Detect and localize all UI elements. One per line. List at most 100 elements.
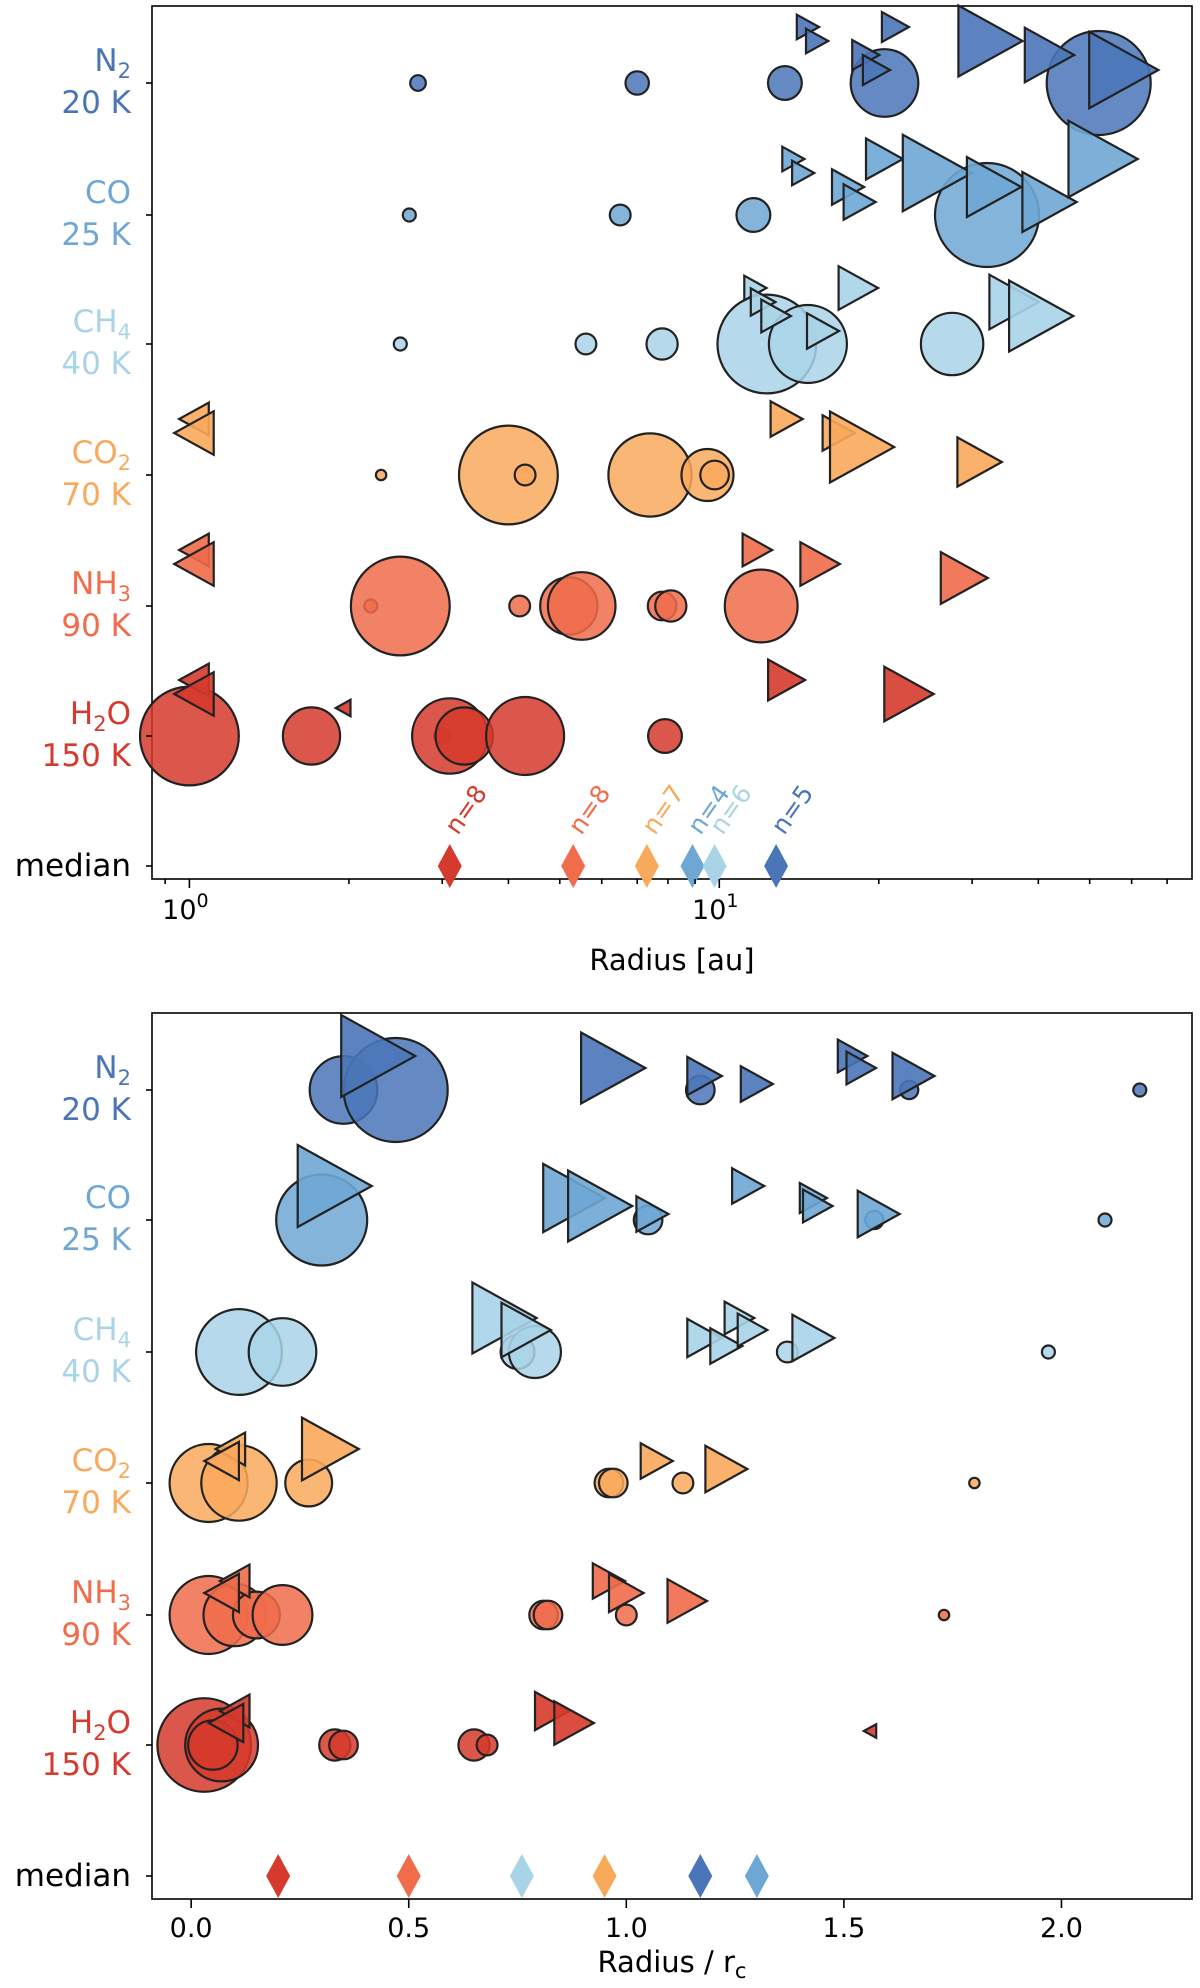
x-tick-label: 100	[162, 890, 208, 926]
limit-marker-right	[842, 182, 878, 222]
data-point-circle	[624, 70, 650, 96]
data-point-circle	[281, 706, 342, 766]
series-CH4	[392, 264, 1076, 395]
limit-marker-right	[799, 540, 843, 588]
data-point-circle	[475, 1733, 499, 1757]
data-point-circle	[1097, 1212, 1113, 1228]
series-CO2	[168, 1415, 981, 1524]
data-point-circle	[374, 468, 388, 482]
limit-marker-left	[171, 540, 215, 588]
species-label: H2O	[70, 696, 131, 736]
limit-marker-right	[880, 10, 912, 44]
median-diamond	[744, 1854, 769, 1898]
median-markers	[266, 1854, 769, 1898]
temperature-label: 70 K	[61, 477, 131, 513]
data-marks: n=8 n=8 n=7n=4n=6 n=5	[138, 3, 1161, 888]
limit-marker-right	[891, 1050, 937, 1102]
temperature-label: 25 K	[61, 217, 131, 253]
limit-marker-right	[801, 1187, 835, 1225]
limit-marker-right	[837, 264, 881, 312]
data-point-circle	[968, 1476, 981, 1490]
limit-marker-right	[956, 435, 1005, 489]
limit-marker-right	[741, 531, 775, 569]
temperature-label: 25 K	[61, 1222, 131, 1258]
x-tick-label: 101	[692, 890, 738, 926]
limit-marker-right	[864, 136, 906, 182]
series-CO	[275, 1143, 1113, 1267]
data-point-circle	[671, 1471, 695, 1495]
data-point-circle	[392, 336, 408, 352]
data-point-circle	[1132, 1082, 1148, 1098]
temperature-label: 20 K	[61, 85, 131, 121]
data-point-circle	[247, 1317, 318, 1387]
median-diamond	[764, 844, 789, 888]
x-tick-label: 2.0	[1040, 1913, 1083, 1944]
temperature-label: 90 K	[61, 1617, 131, 1653]
limit-marker-right	[579, 1030, 648, 1106]
x-tick-label: 0.0	[170, 1913, 213, 1944]
x-tick-label: 1.0	[605, 1913, 648, 1944]
limit-marker-right	[666, 1577, 710, 1625]
data-point-circle	[457, 424, 559, 526]
series-N2	[308, 1013, 1148, 1144]
series-NH3	[168, 1561, 951, 1656]
data-point-circle	[699, 459, 730, 491]
median-diamond	[266, 1854, 291, 1898]
data-point-circle	[546, 571, 617, 641]
species-label: CH4	[73, 1312, 131, 1352]
limit-marker-right	[709, 1326, 745, 1366]
limit-marker-right	[856, 1188, 902, 1240]
species-label: NH3	[71, 1575, 131, 1615]
median-label: median	[15, 848, 131, 884]
limit-marker-left	[861, 1722, 878, 1740]
data-point-circle	[401, 207, 417, 223]
limit-marker-right	[1021, 170, 1079, 234]
limit-marker-left	[333, 697, 352, 719]
limit-marker-left	[171, 670, 215, 718]
limit-marker-left	[202, 1572, 240, 1614]
limit-marker-right	[1067, 118, 1140, 200]
species-label: N2	[94, 1050, 131, 1090]
data-point-circle	[735, 197, 772, 234]
limit-marker-right	[639, 1441, 676, 1481]
series-NH3	[171, 531, 991, 657]
data-point-circle	[513, 463, 537, 487]
species-label: CO2	[72, 1443, 131, 1483]
limit-marker-right	[883, 664, 936, 724]
data-point-circle	[723, 568, 799, 644]
data-point-circle	[766, 64, 803, 101]
data-point-circle	[328, 1729, 359, 1761]
limit-marker-right	[828, 409, 897, 485]
data-point-circle	[608, 203, 632, 227]
data-marks	[156, 1013, 1148, 1898]
limit-marker-right	[901, 132, 975, 214]
data-point-circle	[937, 1608, 951, 1622]
species-label: CO	[85, 175, 131, 211]
limit-marker-right	[686, 1055, 725, 1097]
temperature-label: 150 K	[42, 1747, 132, 1783]
series-CO2	[171, 399, 1005, 526]
limit-marker-right	[804, 26, 831, 56]
median-count-label: n=7	[636, 780, 690, 840]
limit-marker-right	[533, 1690, 572, 1732]
limit-marker-right	[607, 1572, 646, 1614]
species-label: CO	[85, 1180, 131, 1216]
temperature-label: 20 K	[61, 1092, 131, 1128]
median-count-label: n=8	[562, 780, 616, 840]
series-H2O	[156, 1690, 878, 1793]
median-diamond	[680, 844, 705, 888]
x-axis-label: Radius / rc	[598, 1945, 747, 1983]
data-point-circle	[607, 432, 693, 518]
data-point-circle	[1040, 1344, 1057, 1360]
x-axis-label: Radius [au]	[589, 943, 754, 977]
limit-marker-right	[500, 1300, 554, 1360]
temperature-label: 90 K	[61, 608, 131, 644]
limit-marker-left	[171, 409, 215, 457]
data-point-circle	[434, 706, 494, 766]
limit-marker-right	[939, 550, 991, 606]
data-point-circle	[645, 327, 679, 361]
limit-marker-right	[686, 1317, 725, 1359]
